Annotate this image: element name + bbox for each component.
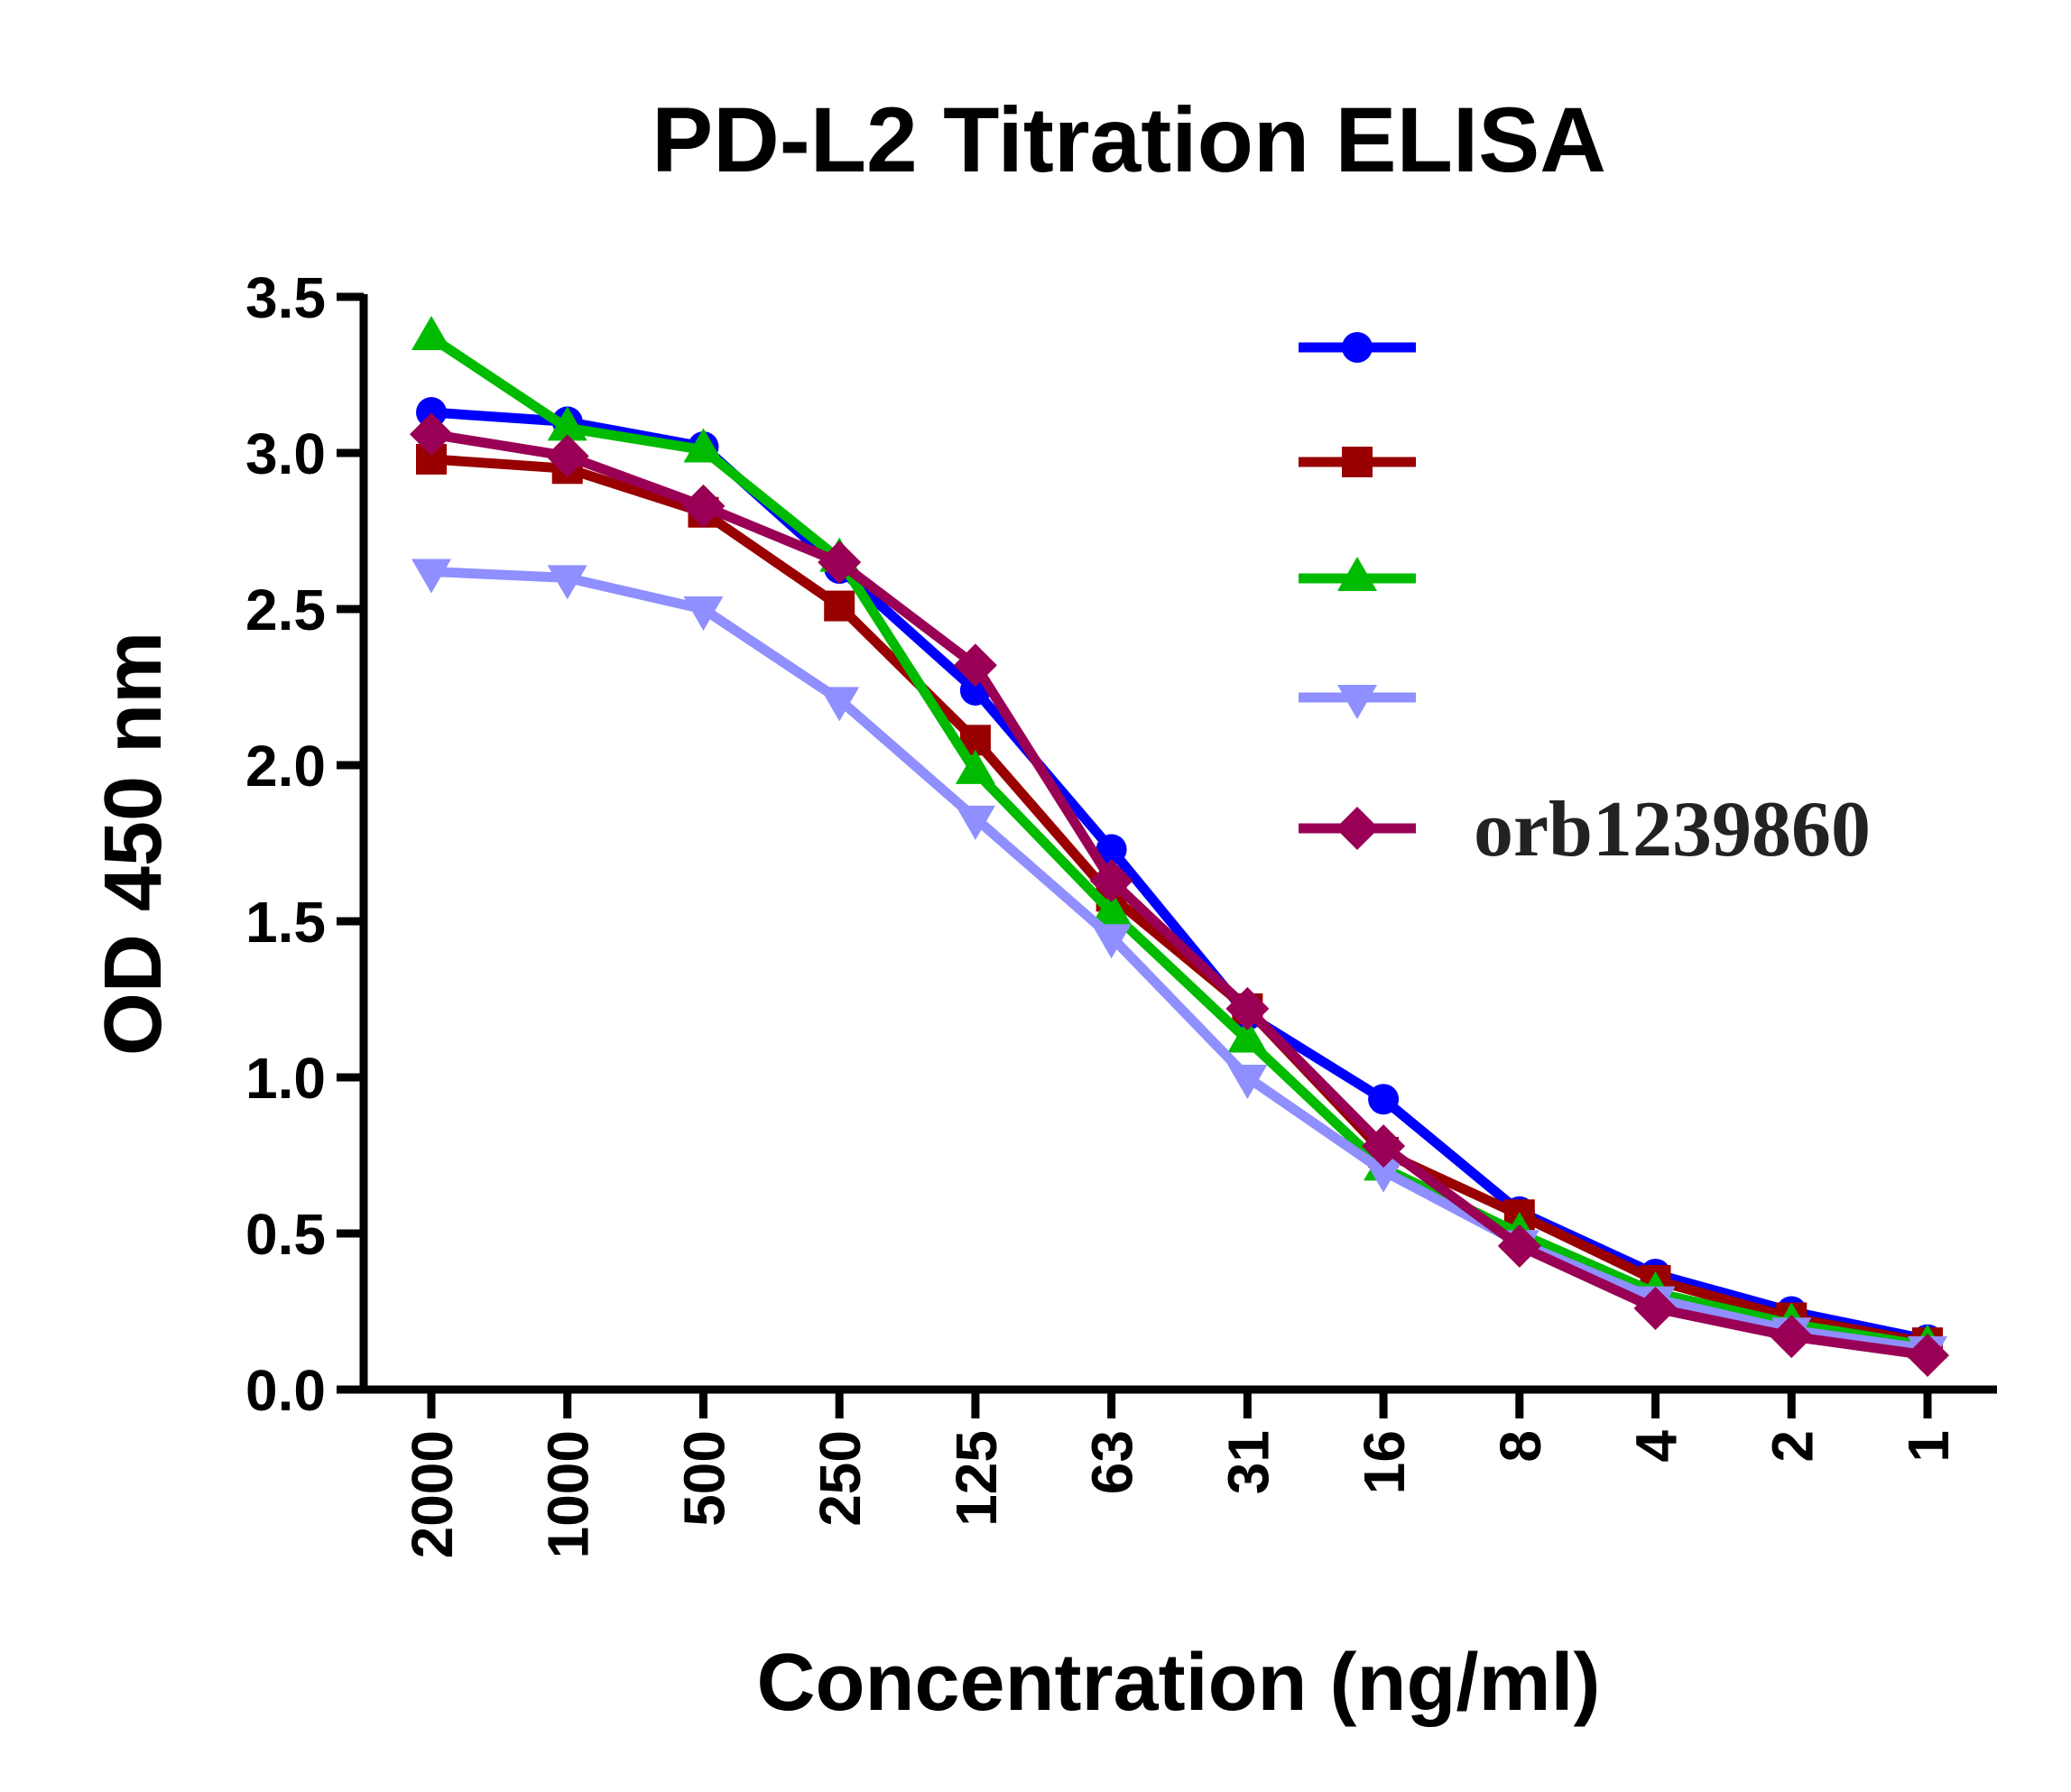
legend-marker: [1336, 807, 1379, 850]
data-point: [819, 687, 860, 722]
y-tick-label: 2.5: [245, 577, 326, 642]
y-tick-label: 3.5: [245, 265, 326, 330]
data-point: [1091, 890, 1132, 925]
x-tick-label: 4: [1624, 1430, 1689, 1463]
x-tick-label: 250: [808, 1430, 873, 1527]
series-group: [410, 315, 1949, 1377]
series-line: [428, 333, 1928, 1351]
legend-marker: [1342, 447, 1373, 477]
legend-entry: orb1239860: [1299, 786, 1871, 873]
y-tick-label: 0.5: [245, 1202, 326, 1267]
series-4: [411, 559, 1947, 1372]
data-point: [547, 565, 587, 600]
data-point: [1497, 1224, 1541, 1268]
y-axis-label: OD 450 nm: [88, 632, 179, 1056]
legend-entry: [1299, 332, 1416, 363]
x-tick-label: 2000: [400, 1430, 465, 1558]
x-tick-label: 2: [1760, 1430, 1825, 1463]
data-point: [953, 643, 997, 688]
series-line: [430, 407, 1929, 1345]
series-1: [416, 397, 1943, 1355]
data-point: [1364, 1158, 1404, 1193]
x-axis-label: Concentration (ng/ml): [757, 1638, 1601, 1728]
data-point: [545, 434, 589, 478]
data-point: [824, 590, 855, 622]
data-point: [1227, 1065, 1268, 1099]
data-point: [1633, 1287, 1678, 1331]
data-point: [1362, 1124, 1406, 1168]
data-point: [681, 484, 726, 528]
x-tick-label: 1: [1896, 1430, 1961, 1463]
data-point: [411, 315, 451, 350]
chart-title: PD-L2 Titration ELISA: [652, 88, 1606, 191]
data-point: [1089, 859, 1133, 903]
data-point: [1906, 1333, 1949, 1377]
y-tick-label: 1.5: [245, 890, 326, 955]
data-point: [1096, 834, 1127, 865]
x-tick-label: 63: [1080, 1430, 1145, 1494]
y-tick-label: 0.0: [245, 1358, 326, 1423]
data-point: [1091, 924, 1132, 959]
data-point: [1770, 1315, 1814, 1359]
data-point: [1368, 1084, 1400, 1115]
legend-marker: [1342, 332, 1373, 363]
x-tick-label: 125: [944, 1430, 1009, 1527]
legend-entry: [1299, 447, 1416, 477]
series-5: [410, 412, 1949, 1377]
x-tick-label: 8: [1488, 1430, 1553, 1463]
data-point: [547, 406, 587, 441]
series-2: [416, 443, 1943, 1359]
data-point: [410, 412, 453, 457]
data-point: [818, 540, 862, 585]
legend-label: orb1239860: [1474, 786, 1871, 873]
series-line: [430, 566, 1928, 1354]
x-tick-label: 500: [671, 1430, 736, 1527]
x-tick-label: 1000: [536, 1430, 601, 1558]
legend-entry: [1299, 557, 1416, 591]
y-tick-label: 3.0: [245, 421, 326, 486]
data-point: [955, 805, 995, 840]
data-point: [955, 749, 995, 784]
legend: orb1239860: [1299, 332, 1871, 873]
legend-marker: [1337, 557, 1377, 591]
data-point: [683, 428, 724, 463]
y-tick-label: 1.0: [245, 1046, 326, 1111]
series-line: [430, 454, 1928, 1348]
y-tick-label: 2.0: [245, 734, 326, 799]
legend-entry: [1299, 685, 1416, 719]
x-tick-label: 16: [1352, 1430, 1417, 1494]
data-point: [416, 397, 447, 429]
series-line: [430, 429, 1928, 1361]
data-point: [1225, 986, 1270, 1030]
x-tick-label: 31: [1216, 1430, 1281, 1494]
legend-marker: [1337, 685, 1377, 719]
data-point: [1227, 1018, 1268, 1053]
data-point: [683, 596, 724, 631]
data-point: [411, 559, 451, 594]
